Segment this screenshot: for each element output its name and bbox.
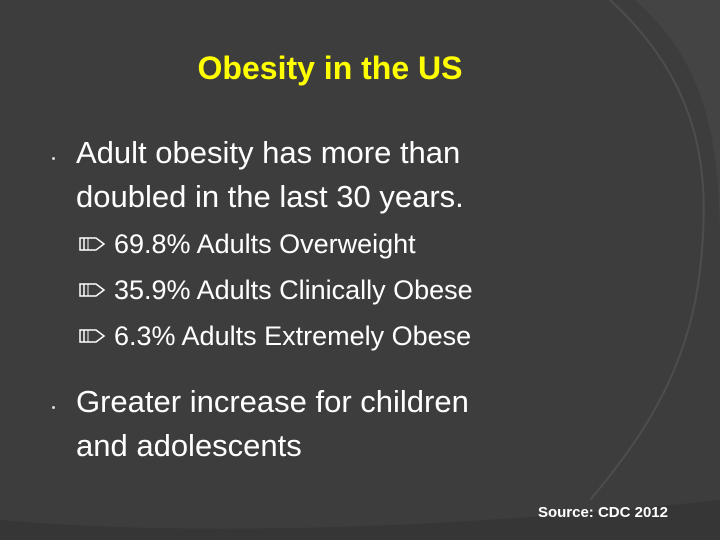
dot-bullet-icon xyxy=(52,157,58,163)
bullet-line: and adolescents xyxy=(76,428,302,463)
bullet-adult-obesity: Adult obesity has more than doubled in t… xyxy=(76,131,636,219)
slide-title: Obesity in the US xyxy=(197,50,463,86)
bullet-line: doubled in the last 30 years. xyxy=(76,179,464,214)
ribbon-bullet-icon xyxy=(79,283,106,297)
bullet-line: Greater increase for children xyxy=(76,384,469,419)
dot-bullet-icon xyxy=(52,406,58,412)
ribbon-bullet-icon xyxy=(79,329,106,343)
bullet-children-adolescents: Greater increase for children and adoles… xyxy=(76,380,636,468)
subbullet-text: 69.8% Adults Overweight xyxy=(114,229,416,259)
ribbon-bullet-icon xyxy=(79,237,106,251)
bullet-line: Adult obesity has more than xyxy=(76,135,461,170)
source-citation: Source: CDC 2012 xyxy=(537,504,668,521)
subbullet-text: 35.9% Adults Clinically Obese xyxy=(114,275,473,305)
subbullet-text: 6.3% Adults Extremely Obese xyxy=(114,321,472,351)
